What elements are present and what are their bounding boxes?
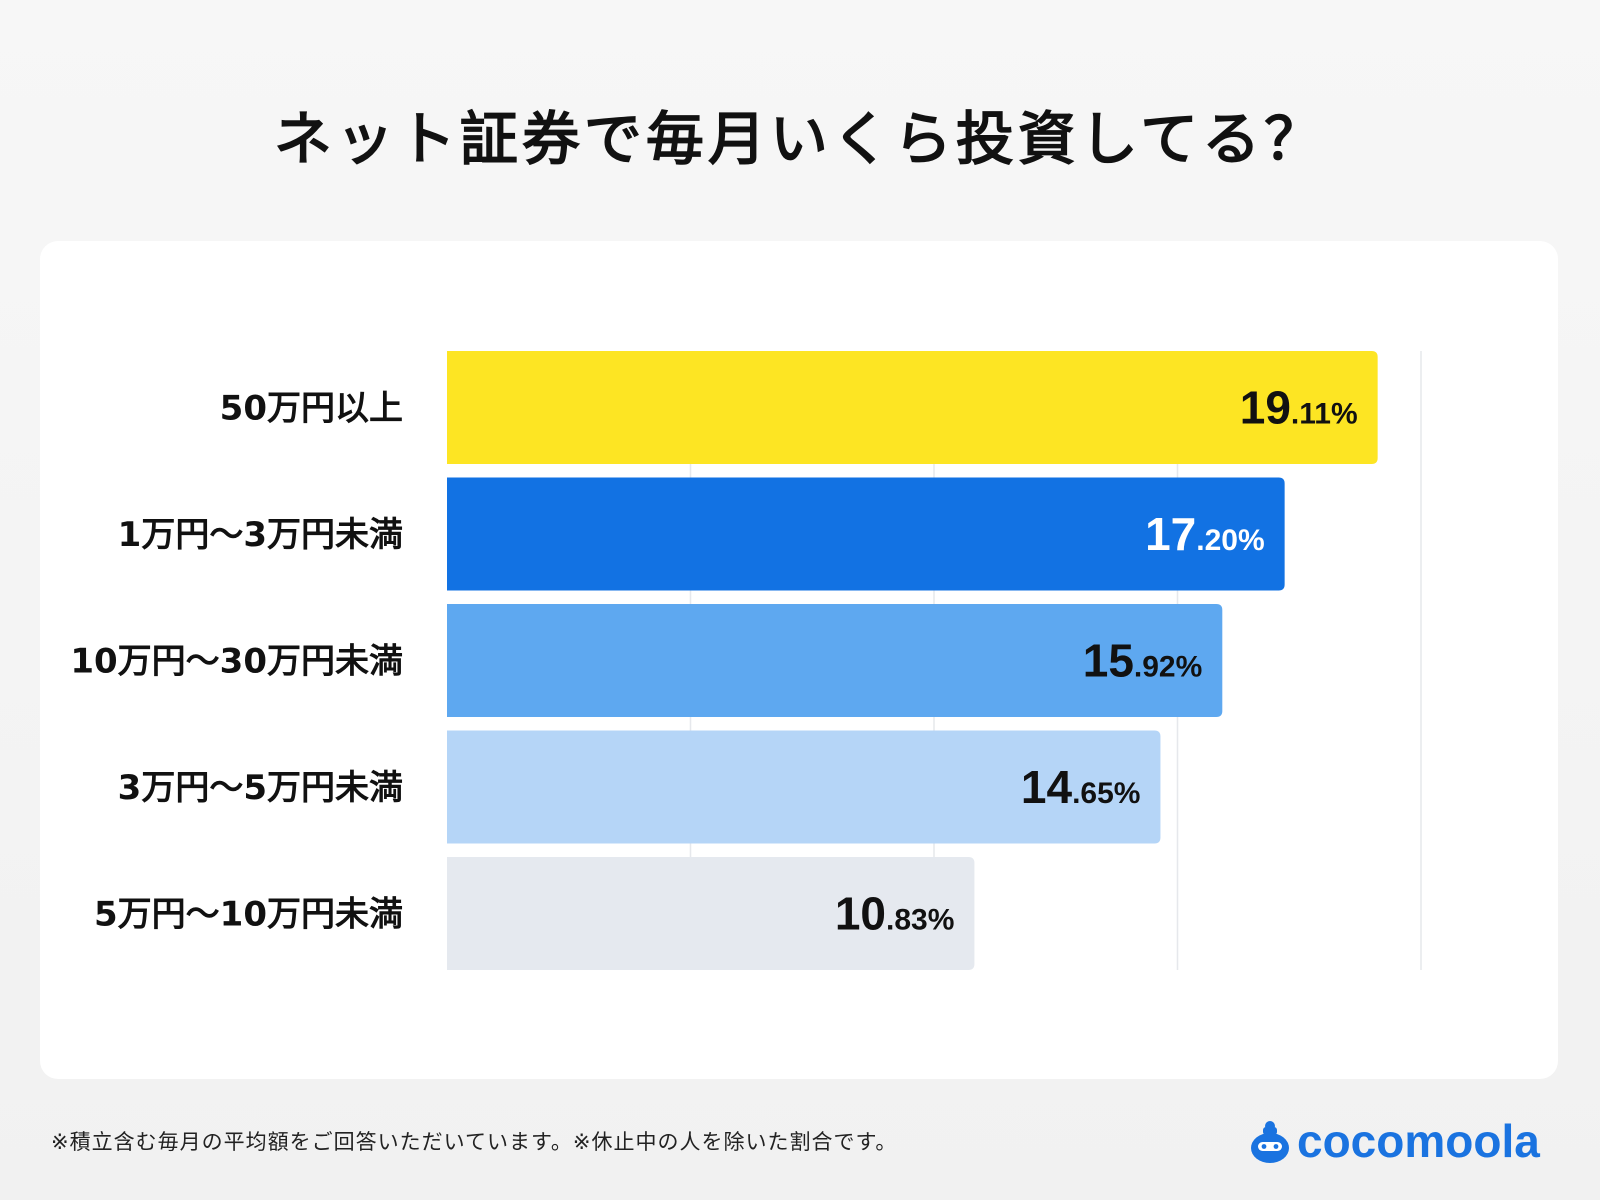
value-label: 19.11% — [1240, 382, 1358, 434]
value-label-integer: 15 — [1083, 635, 1134, 687]
chart-card: 50万円以上 19.11% 1万円〜3万円未満 17.20% 10万円〜30万円未満 15… — [40, 241, 1558, 1079]
value-label: 10.83% — [835, 888, 955, 940]
value-label-integer: 19 — [1240, 382, 1291, 434]
cocomoola-logo: cocomoola — [1249, 1118, 1540, 1164]
value-label-decimal: .83% — [886, 904, 954, 937]
bar — [447, 604, 1223, 717]
footnote: ※積立含む毎月の平均額をご回答いただいています。※休止中の人を除いた割合です。 — [51, 1130, 898, 1154]
value-label: 14.65% — [1021, 761, 1141, 813]
value-label-decimal: .20% — [1196, 524, 1264, 557]
value-label-decimal: .65% — [1072, 777, 1140, 810]
bar — [447, 857, 975, 970]
chart-title: ネット証券で毎月いくら投資してる？ — [273, 105, 1327, 173]
value-label: 15.92% — [1083, 635, 1203, 687]
money-bag-mascot-icon — [1251, 1121, 1289, 1163]
category-label: 10万円〜30万円未満 — [70, 642, 403, 682]
value-label: 17.20% — [1145, 508, 1265, 560]
bar-chart: 50万円以上 19.11% 1万円〜3万円未満 17.20% 10万円〜30万円未満 15… — [70, 351, 1422, 970]
category-label: 50万円以上 — [220, 389, 403, 429]
logo-text: cocomoola — [1297, 1115, 1540, 1167]
value-label-integer: 14 — [1021, 761, 1073, 813]
category-label: 5万円〜10万円未満 — [94, 895, 403, 935]
value-label-integer: 17 — [1145, 508, 1196, 560]
bar — [447, 477, 1285, 591]
bar — [447, 351, 1378, 464]
value-label-decimal: .11% — [1291, 398, 1358, 431]
category-label: 3万円〜5万円未満 — [118, 768, 403, 808]
bar — [447, 730, 1161, 844]
value-label-integer: 10 — [835, 888, 886, 940]
value-label-decimal: .92% — [1134, 651, 1202, 684]
category-label: 1万円〜3万円未満 — [118, 515, 403, 555]
